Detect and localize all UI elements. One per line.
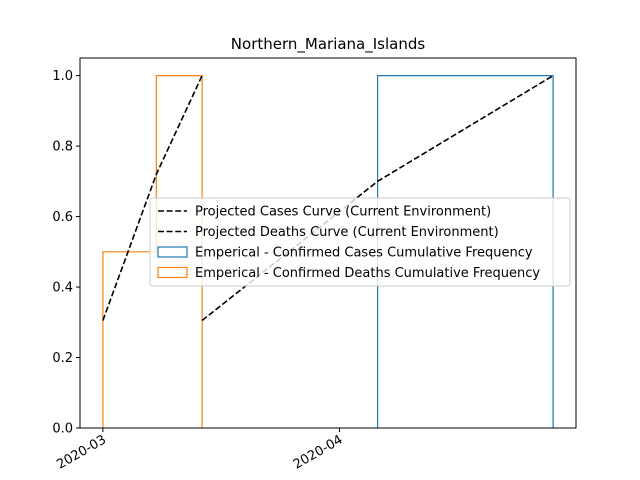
y-tick-label: 0.2 [52, 351, 73, 366]
y-tick-label: 0.0 [52, 422, 73, 437]
legend-label-3: Emperical - Confirmed Cases Cumulative F… [195, 246, 533, 261]
legend-label-4: Emperical - Confirmed Deaths Cumulative … [195, 266, 540, 281]
y-tick-label: 0.4 [52, 281, 73, 296]
legend-swatch-4 [157, 266, 188, 279]
axes-frame [79, 57, 577, 429]
series-line-2 [102, 75, 203, 321]
legend-swatch-3 [157, 246, 188, 258]
legend-label-1: Projected Cases Curve (Current Environme… [195, 205, 491, 220]
chart-title: Northern_Mariana_Islands [231, 35, 426, 54]
legend-box [149, 197, 571, 287]
legend-label-2: Projected Deaths Curve (Current Environm… [195, 225, 499, 240]
y-tick-label: 0.8 [52, 140, 73, 155]
y-tick-label: 1.0 [52, 69, 73, 84]
legend: Projected Cases Curve (Current Environme… [149, 197, 571, 287]
y-tick-label: 0.6 [52, 210, 73, 225]
series-line-4 [102, 75, 203, 428]
